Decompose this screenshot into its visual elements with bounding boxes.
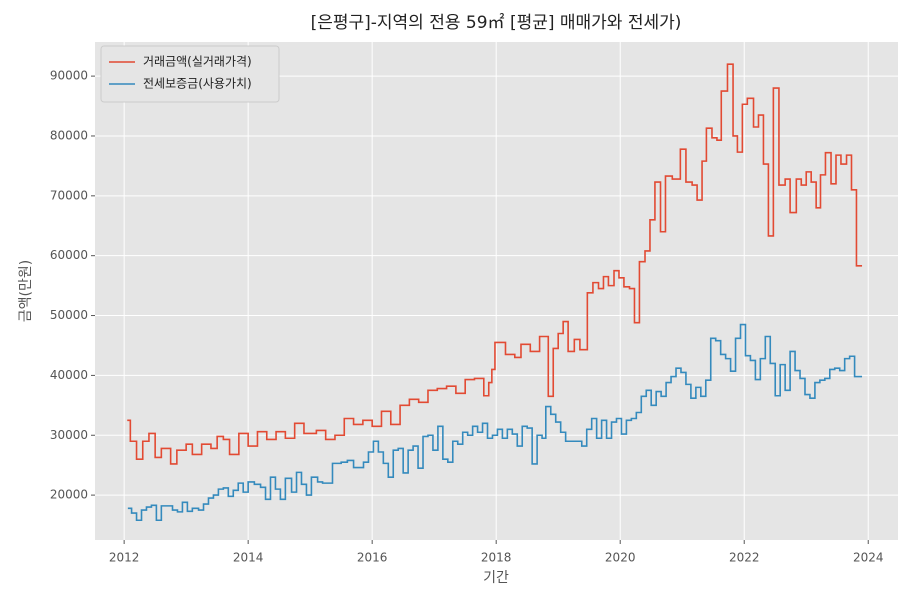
y-tick-label: 50000	[50, 308, 88, 322]
x-axis-label: 기간	[483, 570, 509, 586]
legend-label: 거래금액(실거래가격)	[143, 55, 252, 69]
y-tick-label: 30000	[50, 428, 88, 442]
chart-title: [은평구]-지역의 전용 59㎡ [평균] 매매가와 전세가)	[311, 13, 682, 33]
y-axis-label: 금액(만원)	[18, 260, 34, 322]
y-tick-label: 90000	[50, 69, 88, 83]
x-tick-label: 2012	[109, 551, 140, 565]
y-tick-label: 20000	[50, 488, 88, 502]
series-line	[127, 63, 863, 465]
x-tick-label: 2014	[233, 551, 264, 565]
x-tick-label: 2018	[481, 551, 512, 565]
series-line	[127, 323, 863, 522]
y-tick-label: 70000	[50, 188, 88, 202]
x-tick-label: 2024	[853, 551, 884, 565]
x-tick-label: 2022	[729, 551, 760, 565]
y-tick-label: 60000	[50, 248, 88, 262]
legend-box	[100, 45, 280, 103]
x-tick-label: 2016	[357, 551, 388, 565]
x-tick-label: 2020	[605, 551, 636, 565]
legend-label: 전세보증금(사용가치)	[143, 77, 252, 91]
y-tick-label: 40000	[50, 368, 88, 382]
y-tick-label: 80000	[50, 128, 88, 142]
